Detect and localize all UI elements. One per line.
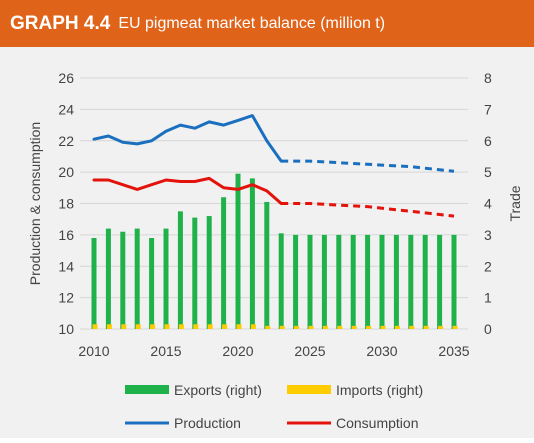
export-bar	[437, 234, 443, 329]
x-tick-label: 2025	[294, 343, 325, 359]
y-left-tick-label: 24	[58, 101, 74, 117]
export-bar	[336, 234, 342, 329]
y-right-tick-label: 6	[484, 133, 492, 149]
y-left-tick-label: 20	[58, 164, 74, 180]
export-bar	[235, 173, 241, 329]
import-bar	[279, 325, 285, 329]
import-bar	[236, 324, 242, 329]
y-left-axis-title: Production & consumption	[27, 122, 43, 285]
graph-header: GRAPH 4.4 EU pigmeat market balance (mil…	[0, 0, 534, 47]
legend-label-consumption: Consumption	[336, 415, 419, 431]
y-right-axis-title: Trade	[507, 185, 523, 221]
y-left-tick-label: 18	[58, 196, 74, 212]
import-bar	[294, 325, 300, 329]
import-bar	[308, 325, 314, 329]
export-bar	[192, 217, 198, 329]
import-bar	[438, 325, 444, 329]
export-bar	[293, 234, 299, 329]
export-bar	[379, 234, 385, 329]
export-bar	[149, 238, 155, 329]
consumption-line-historic	[92, 176, 283, 205]
legend-swatch-imports	[287, 385, 331, 394]
y-right-tick-label: 2	[484, 258, 492, 274]
chart-panel: 10 12 14 16 18 20 22 24 26 0 1 2 3 4 5 6 7 8 2010 2015 2020 2…	[0, 47, 534, 438]
x-tick-label: 2015	[150, 343, 181, 359]
legend: Exports (right) Imports (right) Production…	[125, 382, 423, 431]
import-bar	[337, 325, 343, 329]
import-bar	[222, 324, 228, 329]
lines-group	[92, 114, 455, 218]
import-bar	[452, 325, 458, 329]
y-left-tick-label: 12	[58, 290, 74, 306]
graph-number: GRAPH 4.4	[10, 12, 111, 34]
import-bar	[164, 324, 170, 329]
y-right-tick-label: 1	[484, 290, 492, 306]
export-bar	[105, 228, 111, 329]
y-right-tick-label: 3	[484, 227, 492, 243]
export-bar	[120, 231, 126, 329]
consumption-line-projection	[281, 202, 455, 218]
export-bar	[422, 234, 428, 329]
export-bar	[408, 234, 414, 329]
legend-label-production: Production	[174, 415, 241, 431]
import-bar	[193, 324, 199, 329]
export-bar	[163, 228, 169, 329]
y-left-tick-label: 16	[58, 227, 74, 243]
import-bar	[366, 325, 372, 329]
export-bar	[451, 234, 457, 329]
export-bar	[91, 238, 97, 329]
import-bar	[394, 325, 400, 329]
import-bar	[135, 324, 141, 329]
legend-swatch-exports	[125, 385, 169, 394]
import-bar	[322, 325, 328, 329]
export-bar	[321, 234, 327, 329]
x-tick-label: 2035	[438, 343, 469, 359]
import-bar	[250, 324, 256, 329]
import-bar	[178, 324, 184, 329]
export-bar	[264, 201, 270, 329]
y-left-tick-label: 26	[58, 70, 74, 86]
bars-group	[91, 173, 458, 329]
graph-title: EU pigmeat market balance (million t)	[118, 14, 386, 32]
import-bar	[150, 324, 156, 329]
y-left-tick-label: 10	[58, 321, 74, 337]
export-bar	[350, 234, 356, 329]
export-bar	[177, 211, 183, 329]
y-right-tick-label: 5	[484, 164, 492, 180]
legend-label-imports: Imports (right)	[336, 382, 423, 398]
y-right-tick-label: 7	[484, 101, 492, 117]
y-left-tick-label: 14	[58, 258, 74, 274]
export-bar	[393, 234, 399, 329]
y-right-tick-label: 4	[484, 196, 492, 212]
import-bar	[351, 325, 357, 329]
import-bar	[265, 325, 271, 329]
y-left-tick-label: 22	[58, 133, 74, 149]
production-line-projection	[281, 159, 455, 173]
export-bar	[221, 197, 227, 329]
y-right-tick-label: 8	[484, 70, 492, 86]
import-bar	[423, 325, 429, 329]
import-bar	[207, 324, 213, 329]
x-tick-label: 2030	[366, 343, 397, 359]
gridlines	[80, 77, 468, 330]
export-bar	[249, 178, 255, 329]
export-bar	[206, 216, 212, 329]
export-bar	[307, 234, 313, 329]
export-bar	[365, 234, 371, 329]
import-bar	[409, 325, 415, 329]
export-bar	[278, 233, 284, 329]
import-bar	[380, 325, 386, 329]
x-tick-label: 2010	[78, 343, 109, 359]
import-bar	[106, 324, 112, 329]
production-line-historic	[92, 114, 283, 163]
legend-label-exports: Exports (right)	[174, 382, 262, 398]
import-bar	[121, 324, 127, 329]
y-right-tick-label: 0	[484, 321, 492, 337]
import-bar	[92, 324, 98, 329]
export-bar	[134, 228, 140, 329]
x-tick-label: 2020	[222, 343, 253, 359]
